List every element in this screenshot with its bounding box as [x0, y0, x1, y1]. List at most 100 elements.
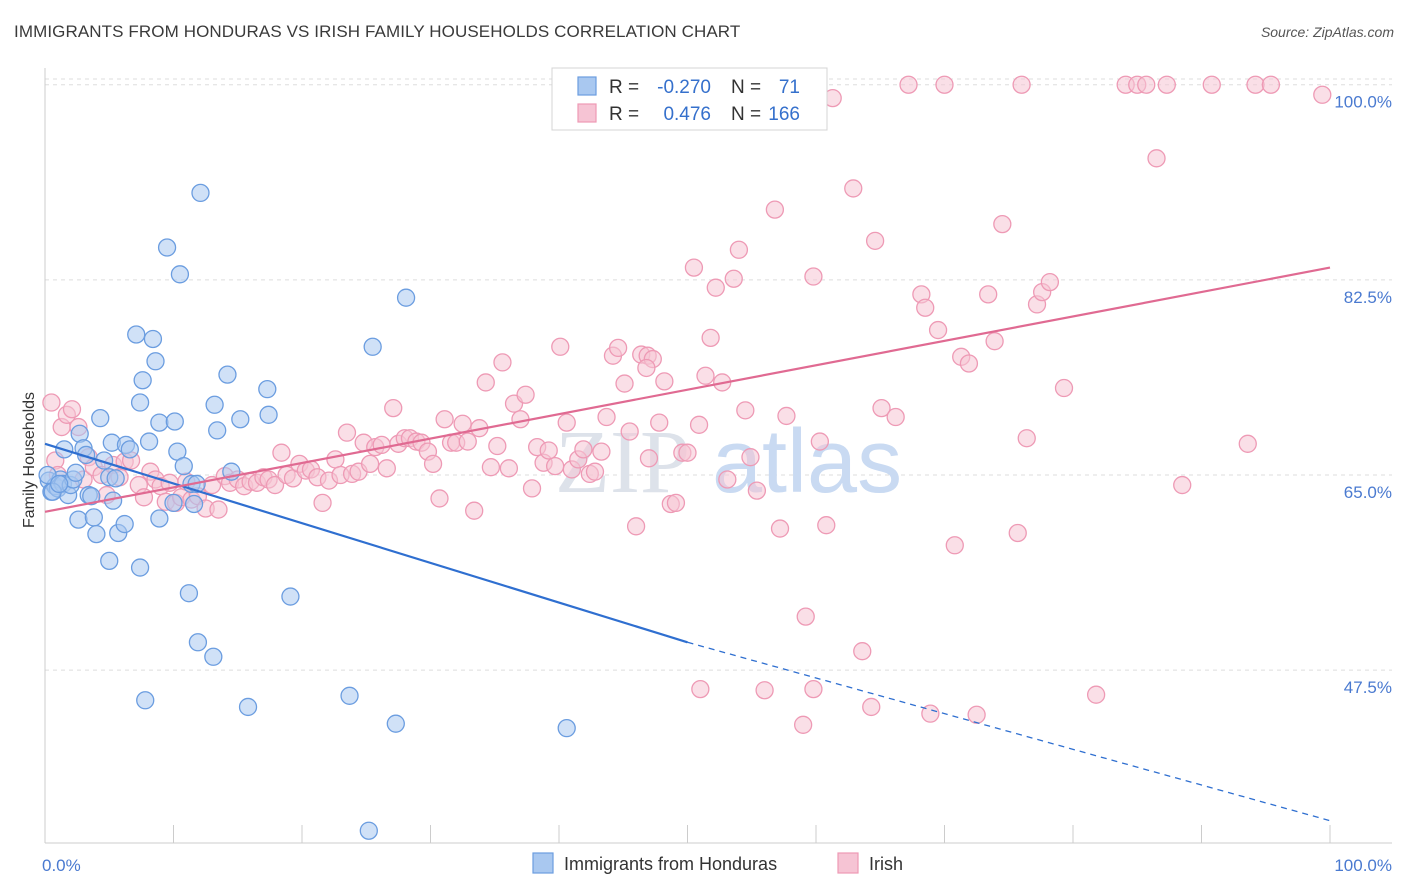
irish-point-58 — [377, 459, 396, 478]
honduras-point-11 — [69, 510, 88, 529]
irish-point-106 — [655, 372, 674, 391]
series-swatch-irish — [837, 852, 859, 874]
honduras-point-10 — [66, 463, 85, 482]
irish-point-30 — [209, 500, 228, 519]
irish-point-159 — [1246, 75, 1265, 94]
irish-point-149 — [1054, 378, 1074, 398]
irish-point-168 — [794, 715, 813, 734]
irish-point-140 — [959, 354, 979, 373]
irish-point-138 — [945, 536, 964, 555]
irish-point-82 — [516, 385, 535, 404]
honduras-point-46 — [179, 584, 199, 603]
honduras-point-30 — [127, 325, 146, 344]
irish-point-166 — [637, 358, 656, 378]
honduras-point-31 — [130, 393, 150, 412]
irish-point-51 — [337, 423, 357, 442]
irish-point-66 — [423, 454, 443, 474]
irish-point-127 — [804, 267, 823, 286]
honduras-point-25 — [106, 469, 125, 488]
honduras-point-55 — [218, 365, 237, 384]
irish-point-79 — [499, 459, 519, 478]
honduras-point-65 — [386, 714, 405, 733]
irish-point-160 — [1261, 75, 1281, 94]
irish-point-88 — [551, 337, 570, 356]
irish-point-98 — [608, 338, 628, 358]
irish-point-95 — [592, 442, 611, 461]
irish-point-169 — [755, 681, 774, 700]
legend-n-label-1: N = — [731, 77, 761, 98]
honduras-trend-solid — [44, 442, 688, 644]
irish-point-155 — [1157, 75, 1176, 94]
irish-point-123 — [765, 200, 785, 219]
irish-point-143 — [993, 214, 1012, 234]
honduras-point-29 — [120, 440, 139, 459]
irish-point-175 — [1012, 75, 1031, 94]
honduras-point-19 — [91, 408, 110, 428]
irish-point-167 — [691, 679, 710, 699]
irish-point-120 — [736, 401, 755, 420]
irish-point-130 — [844, 179, 863, 198]
honduras-point-41 — [164, 493, 183, 513]
x-tick-label-1: 100.0% — [1334, 856, 1392, 875]
irish-point-163 — [899, 75, 918, 94]
irish-point-72 — [458, 432, 477, 451]
honduras-point-23 — [100, 551, 119, 571]
honduras-point-70 — [49, 474, 69, 494]
legend-r-value-1: -0.270 — [657, 77, 711, 98]
honduras-trend-dashed — [687, 641, 1331, 822]
honduras-point-67 — [557, 718, 576, 738]
irish-point-161 — [1313, 85, 1332, 104]
honduras-point-18 — [87, 524, 106, 544]
legend-swatch-pink — [577, 103, 597, 123]
irish-point-133 — [872, 398, 891, 418]
y-tick-label-1: 65.0% — [1344, 483, 1392, 502]
y-tick-label-0: 47.5% — [1344, 678, 1392, 697]
legend-r-value-2: 0.476 — [663, 104, 711, 125]
irish-point-125 — [777, 406, 796, 426]
source-credit: Source: ZipAtlas.com — [1260, 24, 1394, 40]
irish-point-124 — [770, 519, 790, 538]
legend-r-label-2: R = — [609, 104, 639, 125]
stats-legend-box — [551, 67, 828, 131]
irish-point-49 — [326, 450, 345, 469]
irish-point-115 — [706, 278, 725, 297]
honduras-points — [38, 183, 576, 840]
legend-n-value-2: 166 — [768, 104, 800, 125]
irish-point-73 — [465, 501, 484, 520]
irish-point-110 — [678, 443, 697, 462]
irish-point-136 — [916, 298, 935, 317]
honduras-point-32 — [130, 558, 150, 577]
honduras-point-27 — [115, 514, 134, 534]
irish-point-105 — [650, 413, 669, 432]
irish-point-5 — [62, 400, 82, 419]
irish-point-171 — [804, 679, 823, 699]
irish-point-174 — [817, 516, 836, 535]
irish-point-150 — [1086, 685, 1106, 704]
irish-point-170 — [862, 697, 881, 717]
honduras-point-64 — [363, 337, 382, 356]
y-axis-tick-labels: 47.5% 65.0% 82.5% 100.0% — [1334, 93, 1392, 697]
y-tick-label-2: 82.5% — [1344, 288, 1392, 307]
irish-point-128 — [810, 432, 830, 451]
honduras-point-45 — [174, 456, 193, 476]
series-label-honduras: Immigrants from Honduras — [564, 854, 777, 874]
honduras-point-17 — [84, 508, 103, 527]
irish-point-76 — [481, 458, 501, 477]
honduras-point-34 — [136, 691, 155, 710]
irish-point-156 — [1173, 475, 1192, 495]
irish-point-121 — [741, 448, 760, 467]
irish-points — [42, 75, 1332, 734]
honduras-point-59 — [258, 380, 277, 399]
legend-r-label-1: R = — [609, 77, 639, 98]
irish-point-122 — [747, 481, 767, 500]
honduras-point-38 — [150, 509, 169, 528]
irish-point-119 — [729, 240, 749, 259]
honduras-point-51 — [191, 183, 210, 203]
legend-n-value-1: 71 — [779, 77, 800, 98]
series-legend: Immigrants from Honduras Irish — [532, 852, 903, 874]
legend-swatch-blue — [577, 76, 597, 96]
irish-point-92 — [574, 440, 593, 459]
irish-point-144 — [1008, 523, 1027, 543]
irish-point-137 — [928, 320, 948, 340]
honduras-point-40 — [157, 238, 177, 257]
